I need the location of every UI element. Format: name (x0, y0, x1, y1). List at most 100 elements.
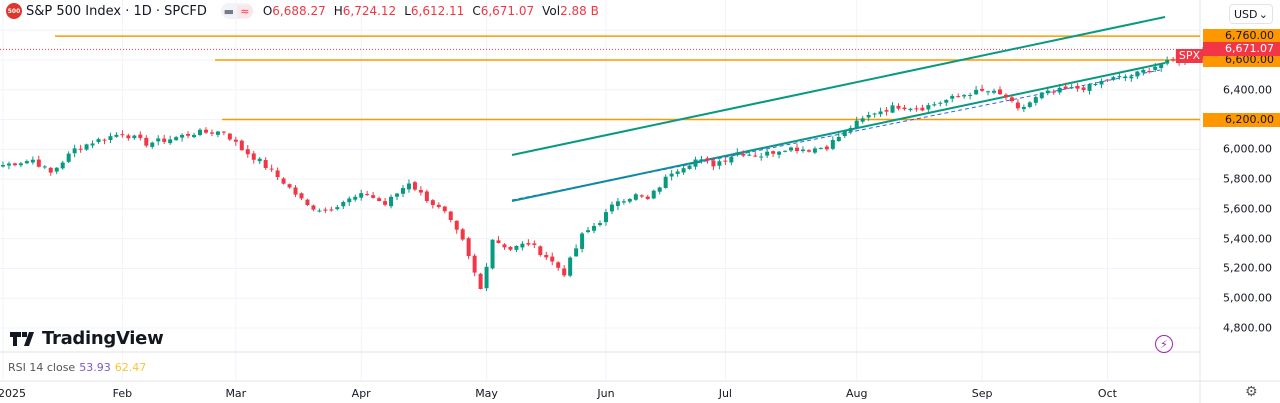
channel-upper-line (511, 16, 1166, 156)
tradingview-logo[interactable]: TradingView (10, 328, 164, 349)
candle-body (848, 127, 853, 132)
candle-body (365, 194, 370, 196)
candle-body (383, 201, 388, 205)
candle-body (233, 139, 238, 142)
candle-body (615, 201, 620, 206)
candle-body (359, 193, 364, 198)
candle-body (878, 111, 883, 115)
candle-body (454, 220, 459, 230)
candle-body (980, 88, 985, 91)
candle-body (896, 105, 901, 109)
candle-body (490, 239, 495, 269)
candle-body (1099, 80, 1104, 85)
gear-icon[interactable]: ⚙ (1245, 384, 1258, 400)
chart-mode-toggle[interactable]: ▬ ≈ (220, 3, 253, 19)
candle-body (466, 238, 471, 257)
time-axis-label: Jun (597, 387, 615, 400)
candle-body (6, 163, 11, 166)
candle-body (144, 137, 149, 146)
candle-body (323, 209, 328, 211)
chevron-down-icon: ⌄ (1258, 7, 1268, 21)
candle-body (651, 190, 656, 199)
candle-body (377, 198, 382, 201)
lightning-icon[interactable]: ⚡ (1155, 335, 1173, 353)
candle-body (562, 268, 567, 276)
candle-body (729, 156, 734, 163)
candle-body (830, 139, 835, 149)
open-value: O6,688.27 (262, 4, 326, 18)
candle-body (1, 165, 5, 167)
candle-body (836, 136, 841, 142)
candle-body (239, 140, 244, 151)
candle-body (448, 211, 453, 221)
candle-body (1147, 70, 1152, 72)
candle-body (281, 178, 286, 184)
candle-body (209, 132, 214, 134)
candle-body (920, 107, 925, 111)
time-axis-label: 2025 (0, 387, 26, 400)
candle-body (974, 89, 979, 95)
candle-body (174, 137, 179, 141)
rsi-value: 53.93 (79, 361, 111, 374)
price-axis-label: 5,400.00 (1223, 232, 1272, 246)
symbol-title[interactable]: S&P 500 Index · 1D · SPCFD (26, 3, 207, 19)
candle-body (687, 165, 692, 169)
candle-body (765, 151, 770, 156)
candle-body (156, 138, 161, 142)
candle-body (657, 187, 662, 192)
time-axis-label: May (475, 387, 498, 400)
candle-body (944, 99, 949, 103)
candle-body (48, 167, 53, 173)
candle-body (854, 120, 859, 129)
candle-body (108, 136, 113, 141)
candle-body (1063, 86, 1068, 89)
candle-body (353, 196, 358, 200)
candle-body (681, 168, 686, 173)
candle-body (950, 95, 955, 99)
candle-body (496, 240, 501, 244)
candle-body (1159, 64, 1164, 69)
candle-body (287, 184, 292, 188)
candle-body (800, 149, 805, 152)
candle-body (305, 199, 310, 206)
candle-body (747, 154, 752, 156)
currency-select[interactable]: USD ⌄ (1229, 4, 1273, 24)
candle-body (192, 134, 197, 138)
candle-body (580, 233, 585, 249)
candle-body (162, 138, 167, 142)
candle-body (96, 139, 101, 143)
candle-body (1015, 102, 1020, 109)
candle-body (806, 150, 811, 152)
candle-body (544, 255, 549, 258)
candle-body (645, 196, 650, 200)
price-axis-label: 5,200.00 (1223, 261, 1272, 275)
candle-body (860, 118, 865, 122)
candle-body (663, 176, 668, 188)
candle-body (114, 134, 119, 137)
candle-body (1093, 83, 1098, 85)
bar-mode-icon[interactable]: ▬ (223, 4, 235, 18)
candle-body (66, 153, 71, 162)
time-axis-label: Sep (971, 387, 993, 400)
compare-mode-icon[interactable]: ≈ (236, 4, 253, 18)
candle-body (18, 163, 23, 166)
candle-body (1117, 76, 1122, 78)
candle-body (472, 255, 477, 273)
candle-body (60, 162, 65, 169)
candle-body (78, 148, 83, 150)
candle-body (484, 266, 489, 289)
rsi-legend[interactable]: RSI 14 close 53.93 62.47 (8, 361, 146, 374)
candle-body (1081, 87, 1086, 91)
candle-body (777, 151, 782, 155)
candle-body (1069, 87, 1074, 89)
level-price-tag: 6,200.00 (1203, 112, 1280, 127)
candle-body (1021, 107, 1026, 110)
time-axis-label: Feb (112, 387, 133, 400)
candle-body (818, 147, 823, 149)
sp500-logo-icon: 500 (6, 3, 22, 19)
candle-body (812, 148, 817, 153)
candle-body (962, 95, 967, 97)
price-axis-label: 5,600.00 (1223, 202, 1272, 216)
candle-body (538, 246, 543, 256)
